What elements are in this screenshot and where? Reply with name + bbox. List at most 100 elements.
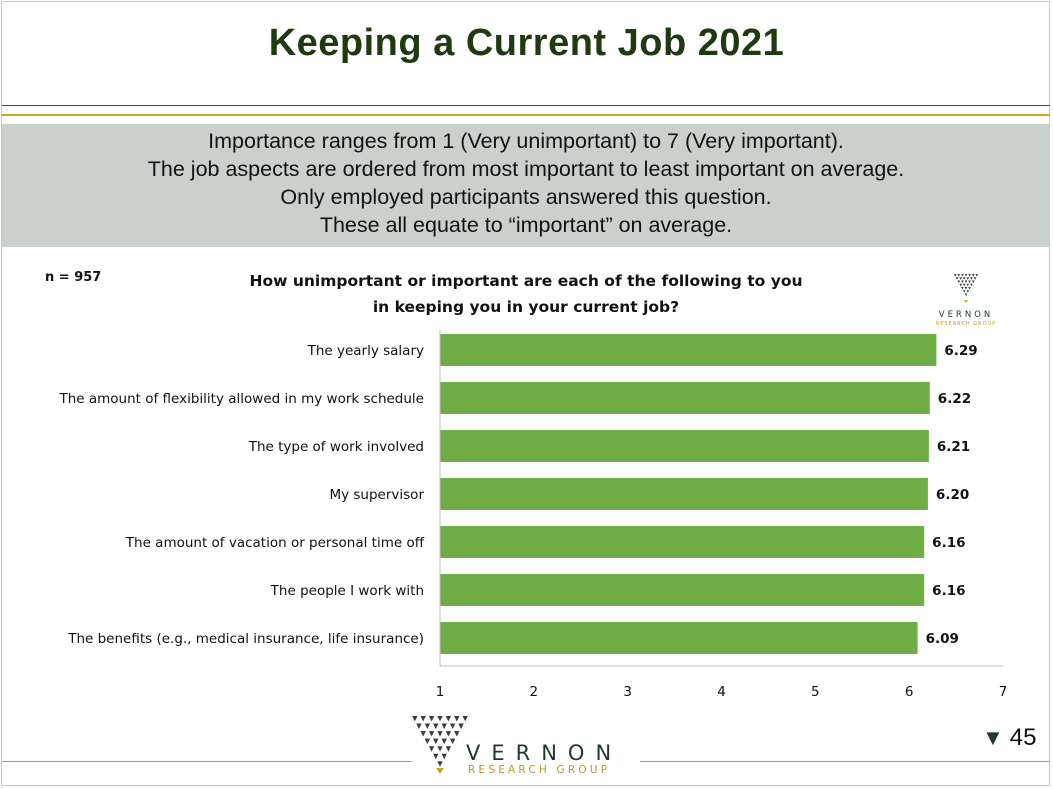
sample-size: n = 957 xyxy=(45,270,102,285)
page-number-text: 45 xyxy=(1009,724,1037,751)
data-label: 6.16 xyxy=(932,583,965,599)
chart-title-line: in keeping you in your current job? xyxy=(372,298,680,316)
logo-dot xyxy=(968,280,971,284)
logo-dot xyxy=(445,746,452,752)
logo-dot xyxy=(971,280,975,284)
logo-dot xyxy=(959,277,962,280)
chart-title: How unimportant or important are each of… xyxy=(226,268,826,320)
logo-dot xyxy=(437,761,443,767)
category-label: The amount of flexibility allowed in my … xyxy=(58,391,424,407)
logo-dot xyxy=(964,280,968,284)
x-tick-label: 5 xyxy=(811,684,820,700)
logo-dot xyxy=(420,716,426,722)
logo-dot xyxy=(428,716,435,722)
logo-dot xyxy=(959,283,962,287)
logo-dot xyxy=(420,731,426,737)
logo-dot xyxy=(973,277,977,280)
logo-dot xyxy=(416,723,422,729)
logo-dot xyxy=(437,746,443,752)
logo-dot xyxy=(441,738,447,745)
bar xyxy=(440,478,928,510)
band-line: Importance ranges from 1 (Very unimporta… xyxy=(208,129,844,153)
logo-dot xyxy=(966,283,970,287)
logo-dot xyxy=(962,290,966,293)
category-label: The type of work involved xyxy=(248,439,424,455)
data-label: 6.16 xyxy=(932,535,965,551)
logo-dot xyxy=(433,723,439,729)
x-tick-label: 6 xyxy=(905,684,914,700)
vernon-logo-small: VERNON RESEARCH GROUP xyxy=(936,274,996,327)
data-label: 6.09 xyxy=(926,631,959,647)
logo-dot xyxy=(964,274,968,277)
logo-dot xyxy=(412,716,418,722)
description-band: Importance ranges from 1 (Very unimporta… xyxy=(2,124,1050,247)
logo-dot xyxy=(428,731,435,737)
vernon-logo-footer-name: VERNON xyxy=(466,741,622,765)
logo-dot xyxy=(953,274,957,277)
logo-dot xyxy=(970,283,973,287)
vernon-logo-footer: VERNON RESEARCH GROUP xyxy=(412,716,622,776)
logo-dot xyxy=(424,738,431,745)
data-label: 6.29 xyxy=(944,343,977,359)
logo-dot xyxy=(966,277,970,280)
x-tick-label: 4 xyxy=(717,684,726,700)
category-label: The amount of vacation or personal time … xyxy=(125,535,425,551)
band-line: The job aspects are ordered from most im… xyxy=(147,157,905,181)
logo-dot xyxy=(955,277,959,280)
band-line: These all equate to “important” on avera… xyxy=(319,213,733,237)
data-label: 6.20 xyxy=(936,487,969,503)
logo-dot xyxy=(441,723,447,729)
vernon-logo-footer-subtitle: RESEARCH GROUP xyxy=(468,764,610,776)
category-label: The yearly salary xyxy=(307,343,424,359)
title-rule-gold xyxy=(2,114,1050,116)
logo-dot xyxy=(968,274,971,277)
triangle-down-icon: ▼ xyxy=(982,725,1004,750)
logo-dot xyxy=(970,277,973,280)
logo-dot xyxy=(961,274,964,277)
logo-dot xyxy=(437,731,443,737)
vernon-logo-small-subtitle: RESEARCH GROUP xyxy=(936,321,996,327)
x-tick-label: 2 xyxy=(530,684,539,700)
x-tick-label: 3 xyxy=(623,684,632,700)
logo-dot xyxy=(971,274,975,277)
logo-dot xyxy=(957,280,961,284)
bar xyxy=(440,526,925,558)
title-rule-dark xyxy=(2,105,1050,106)
x-tick-label: 7 xyxy=(999,684,1008,700)
logo-dot xyxy=(433,738,439,745)
footer-rule-left xyxy=(2,761,412,762)
bar xyxy=(440,382,930,414)
logo-dot xyxy=(962,277,966,280)
logo-dot xyxy=(424,723,431,729)
logo-dot xyxy=(961,286,964,290)
band-line: Only employed participants answered this… xyxy=(280,185,772,209)
bar xyxy=(440,622,918,654)
logo-dot xyxy=(445,716,452,722)
footer-rule-right xyxy=(640,761,1050,762)
bar xyxy=(440,334,937,366)
logo-dot xyxy=(961,280,964,284)
logo-dot xyxy=(449,723,456,729)
logo-dot xyxy=(433,753,439,760)
logo-dot xyxy=(462,716,468,722)
logo-dot xyxy=(964,286,968,290)
chart-title-line: How unimportant or important are each of… xyxy=(249,272,803,290)
vernon-logo-small-name: VERNON xyxy=(939,310,994,320)
category-label: The people I work with xyxy=(270,583,424,599)
category-label: The benefits (e.g., medical insurance, l… xyxy=(67,631,424,647)
category-label: My supervisor xyxy=(329,487,424,503)
logo-dot xyxy=(968,286,971,290)
x-tick-label: 1 xyxy=(436,684,445,700)
data-label: 6.21 xyxy=(937,439,970,455)
logo-dot xyxy=(449,738,456,745)
data-label: 6.22 xyxy=(938,391,971,407)
slide-title: Keeping a Current Job 2021 xyxy=(268,22,785,64)
logo-dot xyxy=(454,716,460,722)
logo-dot xyxy=(458,723,464,729)
logo-dot xyxy=(454,731,460,737)
logo-dot xyxy=(437,716,443,722)
logo-dot xyxy=(957,274,961,277)
logo-dot xyxy=(441,753,447,760)
